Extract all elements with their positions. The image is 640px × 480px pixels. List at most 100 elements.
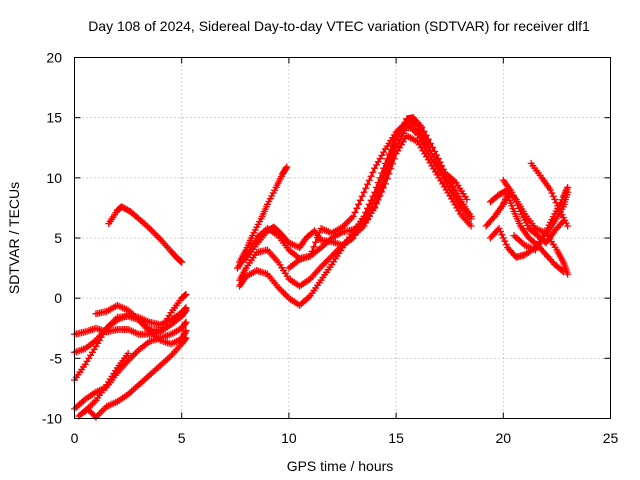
data-point — [181, 307, 189, 315]
data-point — [467, 222, 475, 230]
series-s19 — [510, 188, 572, 254]
data-point — [552, 199, 560, 207]
data-point — [546, 186, 554, 194]
data-point — [367, 172, 375, 180]
data-point — [495, 224, 503, 232]
data-point — [383, 161, 391, 169]
data-point — [358, 192, 366, 200]
series-s20 — [527, 159, 572, 230]
data-point — [422, 131, 430, 139]
data-point — [551, 195, 559, 203]
data-point — [369, 199, 377, 207]
data-point — [514, 201, 522, 209]
data-point — [426, 139, 434, 147]
x-tick-label: 10 — [281, 430, 297, 446]
data-point — [564, 188, 572, 196]
data-point — [489, 214, 497, 222]
data-point — [554, 202, 562, 210]
series-s5 — [71, 318, 190, 413]
data-point — [181, 328, 189, 336]
series-s11 — [236, 123, 475, 290]
x-axis-label: GPS time / hours — [287, 458, 394, 474]
data-point — [498, 231, 506, 239]
y-tick-label: 5 — [54, 230, 62, 246]
y-tick-label: -5 — [50, 350, 63, 366]
data-point — [508, 188, 516, 196]
data-point — [371, 195, 379, 203]
data-point — [434, 155, 442, 163]
x-tick-label: 25 — [603, 430, 619, 446]
y-tick-labels: -10 -5 0 5 10 15 20 — [42, 50, 62, 427]
data-point — [390, 141, 398, 149]
data-point — [387, 151, 395, 159]
data-point — [548, 189, 556, 197]
series-s18 — [499, 176, 567, 247]
data-point — [360, 217, 368, 225]
series-s7 — [81, 350, 132, 415]
data-point — [376, 181, 384, 189]
data-point — [436, 158, 444, 166]
data-point — [432, 151, 440, 159]
data-point — [182, 291, 190, 299]
series-s16 — [482, 191, 567, 276]
data-point — [467, 215, 475, 223]
data-point — [558, 266, 566, 274]
data-point — [182, 306, 190, 314]
data-point — [178, 258, 186, 266]
data-point — [181, 319, 189, 327]
data-point — [378, 176, 386, 184]
data-point — [381, 167, 389, 175]
y-tick-label: 20 — [46, 50, 62, 66]
data-point — [501, 237, 509, 245]
data-point — [356, 196, 364, 204]
x-tick-label: 5 — [178, 430, 186, 446]
data-point — [416, 122, 424, 130]
data-point — [182, 318, 190, 326]
x-tick-label: 0 — [71, 430, 79, 446]
data-point — [282, 164, 290, 172]
data-point — [365, 176, 373, 184]
data-point — [420, 127, 428, 135]
data-point — [496, 228, 504, 236]
data-point — [369, 168, 377, 176]
data-point — [500, 199, 508, 207]
data-point — [511, 195, 519, 203]
tick-marks — [74, 57, 611, 419]
y-tick-label: 0 — [54, 290, 62, 306]
series-s14 — [285, 118, 473, 272]
data-point — [562, 187, 570, 195]
data-point — [310, 243, 318, 251]
x-tick-labels: 0 5 10 15 20 25 — [71, 430, 619, 446]
data-point — [374, 186, 382, 194]
data-point — [181, 335, 189, 343]
data-point — [465, 210, 473, 218]
data-point — [306, 252, 314, 260]
data-point — [313, 234, 321, 242]
y-tick-label: 10 — [46, 170, 62, 186]
data-point — [559, 268, 567, 276]
data-point — [385, 156, 393, 164]
data-point — [351, 208, 359, 216]
data-point — [431, 147, 439, 155]
series-s3 — [71, 291, 190, 384]
data-point — [182, 327, 190, 335]
data-point — [502, 240, 510, 248]
data-point — [362, 184, 370, 192]
data-point — [367, 203, 375, 211]
data-point — [362, 214, 370, 222]
data-point — [308, 247, 316, 255]
data-point — [501, 197, 509, 205]
data-point — [463, 195, 471, 203]
data-point — [124, 350, 132, 358]
series-group — [71, 114, 572, 421]
data-point — [365, 206, 373, 214]
data-point — [515, 204, 523, 212]
x-tick-label: 20 — [496, 430, 512, 446]
data-point — [182, 334, 190, 342]
data-point — [315, 229, 323, 237]
data-point — [360, 188, 368, 196]
data-point — [364, 180, 372, 188]
data-point — [418, 123, 426, 131]
data-point — [564, 270, 572, 278]
